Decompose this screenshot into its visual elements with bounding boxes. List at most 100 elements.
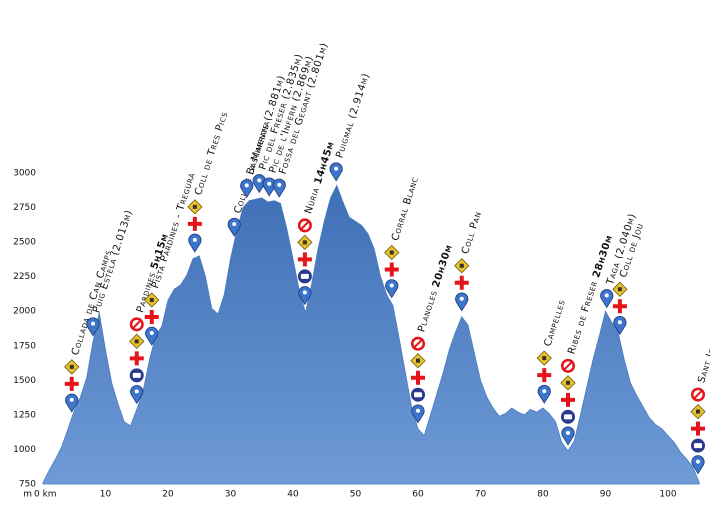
icon xyxy=(690,403,706,420)
waypoint-pin xyxy=(130,385,144,405)
icon xyxy=(454,258,470,274)
icon-food-mark xyxy=(459,263,464,268)
waypoint-name: Ribes de Freser xyxy=(566,279,600,355)
x-tick-label: 90 xyxy=(600,490,612,500)
icon xyxy=(561,409,575,424)
waypoint-name: Sant Joan de les Abadesses xyxy=(696,254,710,385)
icon-food-mark xyxy=(134,339,139,344)
icon xyxy=(297,234,313,251)
waypoint-pin-dot xyxy=(459,296,464,301)
waypoint-pin-dot xyxy=(134,389,139,394)
waypoint-label: Coll de Tres Pics xyxy=(193,110,230,196)
icon-cross xyxy=(561,392,575,407)
waypoint-name: Corral Blanc xyxy=(390,175,421,242)
icon xyxy=(561,392,575,407)
waypoint-name: Planoles xyxy=(416,289,440,333)
icon-cross xyxy=(612,299,627,314)
icon-no-entry-bar xyxy=(300,220,310,231)
waypoint-pin xyxy=(188,233,202,253)
icon-food-mark xyxy=(192,204,197,209)
x-tick-label: 100 xyxy=(659,490,676,500)
waypoint-label: Corral Blanc xyxy=(390,175,421,242)
waypoint-pin-dot xyxy=(257,178,262,183)
icon xyxy=(187,199,203,215)
icon xyxy=(129,317,144,332)
icon xyxy=(691,387,705,402)
waypoint-pin xyxy=(600,289,614,309)
icon xyxy=(129,351,144,366)
icon-cross xyxy=(411,370,425,385)
waypoint-pin-dot xyxy=(604,293,609,298)
waypoint-pin-dot xyxy=(334,166,339,171)
waypoint-pin xyxy=(561,426,575,446)
y-tick-label: 2750 xyxy=(13,203,36,213)
x-tick-label: 80 xyxy=(537,490,549,500)
icon-bus-mark xyxy=(414,392,422,398)
y-tick-label: 1250 xyxy=(13,410,36,420)
waypoint-label-group: Puig Estela (2.013m) xyxy=(91,209,135,315)
waypoint-pin xyxy=(240,179,254,199)
icon-food-mark xyxy=(696,409,700,414)
y-tick-label: 750 xyxy=(19,480,36,490)
y-tick-label: 1500 xyxy=(13,376,36,386)
y-unit: m xyxy=(23,490,32,500)
icon-food-mark xyxy=(302,240,307,245)
icon-food-mark xyxy=(617,287,622,292)
x-tick-label: 20 xyxy=(162,490,174,500)
waypoint-name: Puig Estela (2.013m) xyxy=(91,209,135,315)
icon xyxy=(144,310,159,325)
icon xyxy=(297,269,312,284)
waypoint-pin-dot xyxy=(232,222,237,227)
waypoint-label-group: Campelles xyxy=(542,298,567,348)
waypoint-label: Planoles 20h30m xyxy=(416,243,455,333)
y-tick-label: 1000 xyxy=(13,445,36,455)
waypoint-pin-dot xyxy=(192,237,197,242)
icon xyxy=(454,275,469,290)
icon xyxy=(411,370,425,385)
waypoint-pin-dot xyxy=(389,283,394,288)
waypoint-pin xyxy=(145,326,159,346)
icon xyxy=(297,252,312,267)
waypoint-pin-dot xyxy=(91,321,95,326)
icon-cross xyxy=(187,216,202,231)
waypoint-pin-dot xyxy=(267,181,272,186)
icon xyxy=(144,292,160,308)
icon xyxy=(129,333,145,349)
icon-food-mark xyxy=(69,364,74,369)
waypoint-time: 20h30m xyxy=(431,243,455,288)
waypoint-name: Núria xyxy=(303,186,322,215)
waypoint-pin-dot xyxy=(696,459,700,464)
waypoint-label: Campelles xyxy=(542,298,567,348)
icon-no-entry-bar xyxy=(563,361,573,371)
icon-food-mark xyxy=(542,356,547,361)
y-tick-label: 2250 xyxy=(13,272,36,282)
waypoint-name: Puigmal (2.914m) xyxy=(334,72,372,160)
icon xyxy=(64,359,80,375)
icon xyxy=(297,218,312,233)
waypoint-pin xyxy=(86,317,100,337)
y-tick-label: 2500 xyxy=(13,238,36,248)
y-tick-label: 2000 xyxy=(13,307,36,317)
icon xyxy=(560,375,576,391)
icon xyxy=(187,216,202,231)
icon-food-mark xyxy=(416,358,420,363)
icon xyxy=(384,262,399,277)
icon-bus-mark xyxy=(300,273,309,279)
icon xyxy=(129,368,144,383)
icon-cross xyxy=(297,252,312,267)
waypoint-pin xyxy=(691,455,705,475)
waypoint-pin-dot xyxy=(617,320,622,325)
x-tick-label: 50 xyxy=(350,490,362,500)
icon xyxy=(411,387,425,402)
waypoint-pin-dot xyxy=(149,331,154,336)
waypoint-name: Campelles xyxy=(542,298,567,348)
icon xyxy=(536,350,552,366)
icon xyxy=(691,421,705,436)
icon-cross xyxy=(129,351,144,366)
waypoint-label: Coll Pan xyxy=(460,210,484,256)
waypoint-name: Coll de Tres Pics xyxy=(193,110,230,196)
icon-cross xyxy=(64,376,79,391)
waypoint-pin xyxy=(298,286,312,306)
waypoint-pin xyxy=(329,162,343,182)
